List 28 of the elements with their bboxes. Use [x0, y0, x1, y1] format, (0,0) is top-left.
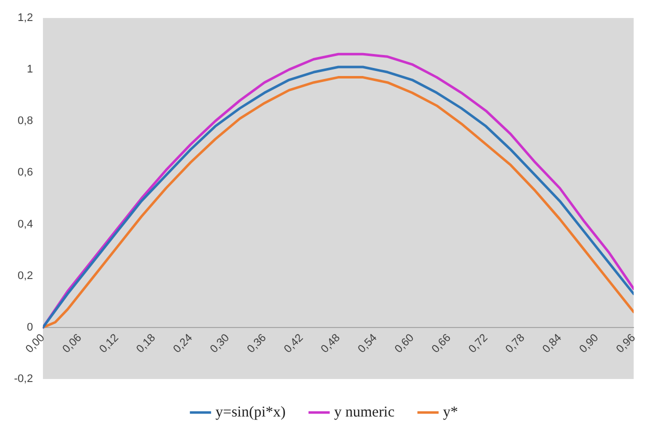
- x-tick-label: 0,60: [392, 332, 416, 356]
- legend-label: y*: [443, 404, 458, 420]
- y-tick-label: 1: [26, 64, 33, 76]
- y-tick-label: 0,6: [18, 166, 33, 179]
- x-tick-label: 0,24: [171, 332, 195, 356]
- y-tick-label: 0,4: [18, 218, 33, 230]
- legend-label: y numeric: [334, 404, 395, 420]
- x-tick-label: 0,06: [60, 332, 84, 356]
- x-tick-label: 0,42: [282, 332, 306, 356]
- x-tick-label: 0,90: [577, 332, 602, 356]
- legend-label: y=sin(pi*x): [215, 404, 286, 420]
- y-tick-label: 0,2: [18, 270, 33, 282]
- x-tick-label: 0,66: [430, 332, 454, 356]
- x-tick-label: 0,12: [97, 332, 122, 356]
- x-tick-label: 0,84: [540, 332, 564, 356]
- x-tick-label: 0,72: [466, 332, 490, 356]
- x-tick-label: 0,00: [24, 332, 48, 356]
- x-tick-label: 0,48: [318, 332, 343, 356]
- x-tick-label: 0,18: [134, 332, 158, 356]
- x-tick-label: 0,30: [208, 332, 232, 356]
- x-tick-label: 0,78: [504, 332, 528, 356]
- x-tick-label: 0,54: [356, 332, 380, 356]
- y-tick-label: 1,2: [18, 12, 33, 24]
- y-tick-label: -0,2: [14, 373, 33, 386]
- x-tick-label: 0,96: [614, 332, 638, 356]
- x-tick-label: 0,36: [245, 332, 269, 356]
- y-tick-label: 0: [26, 321, 33, 334]
- y-tick-label: 0,8: [18, 115, 33, 128]
